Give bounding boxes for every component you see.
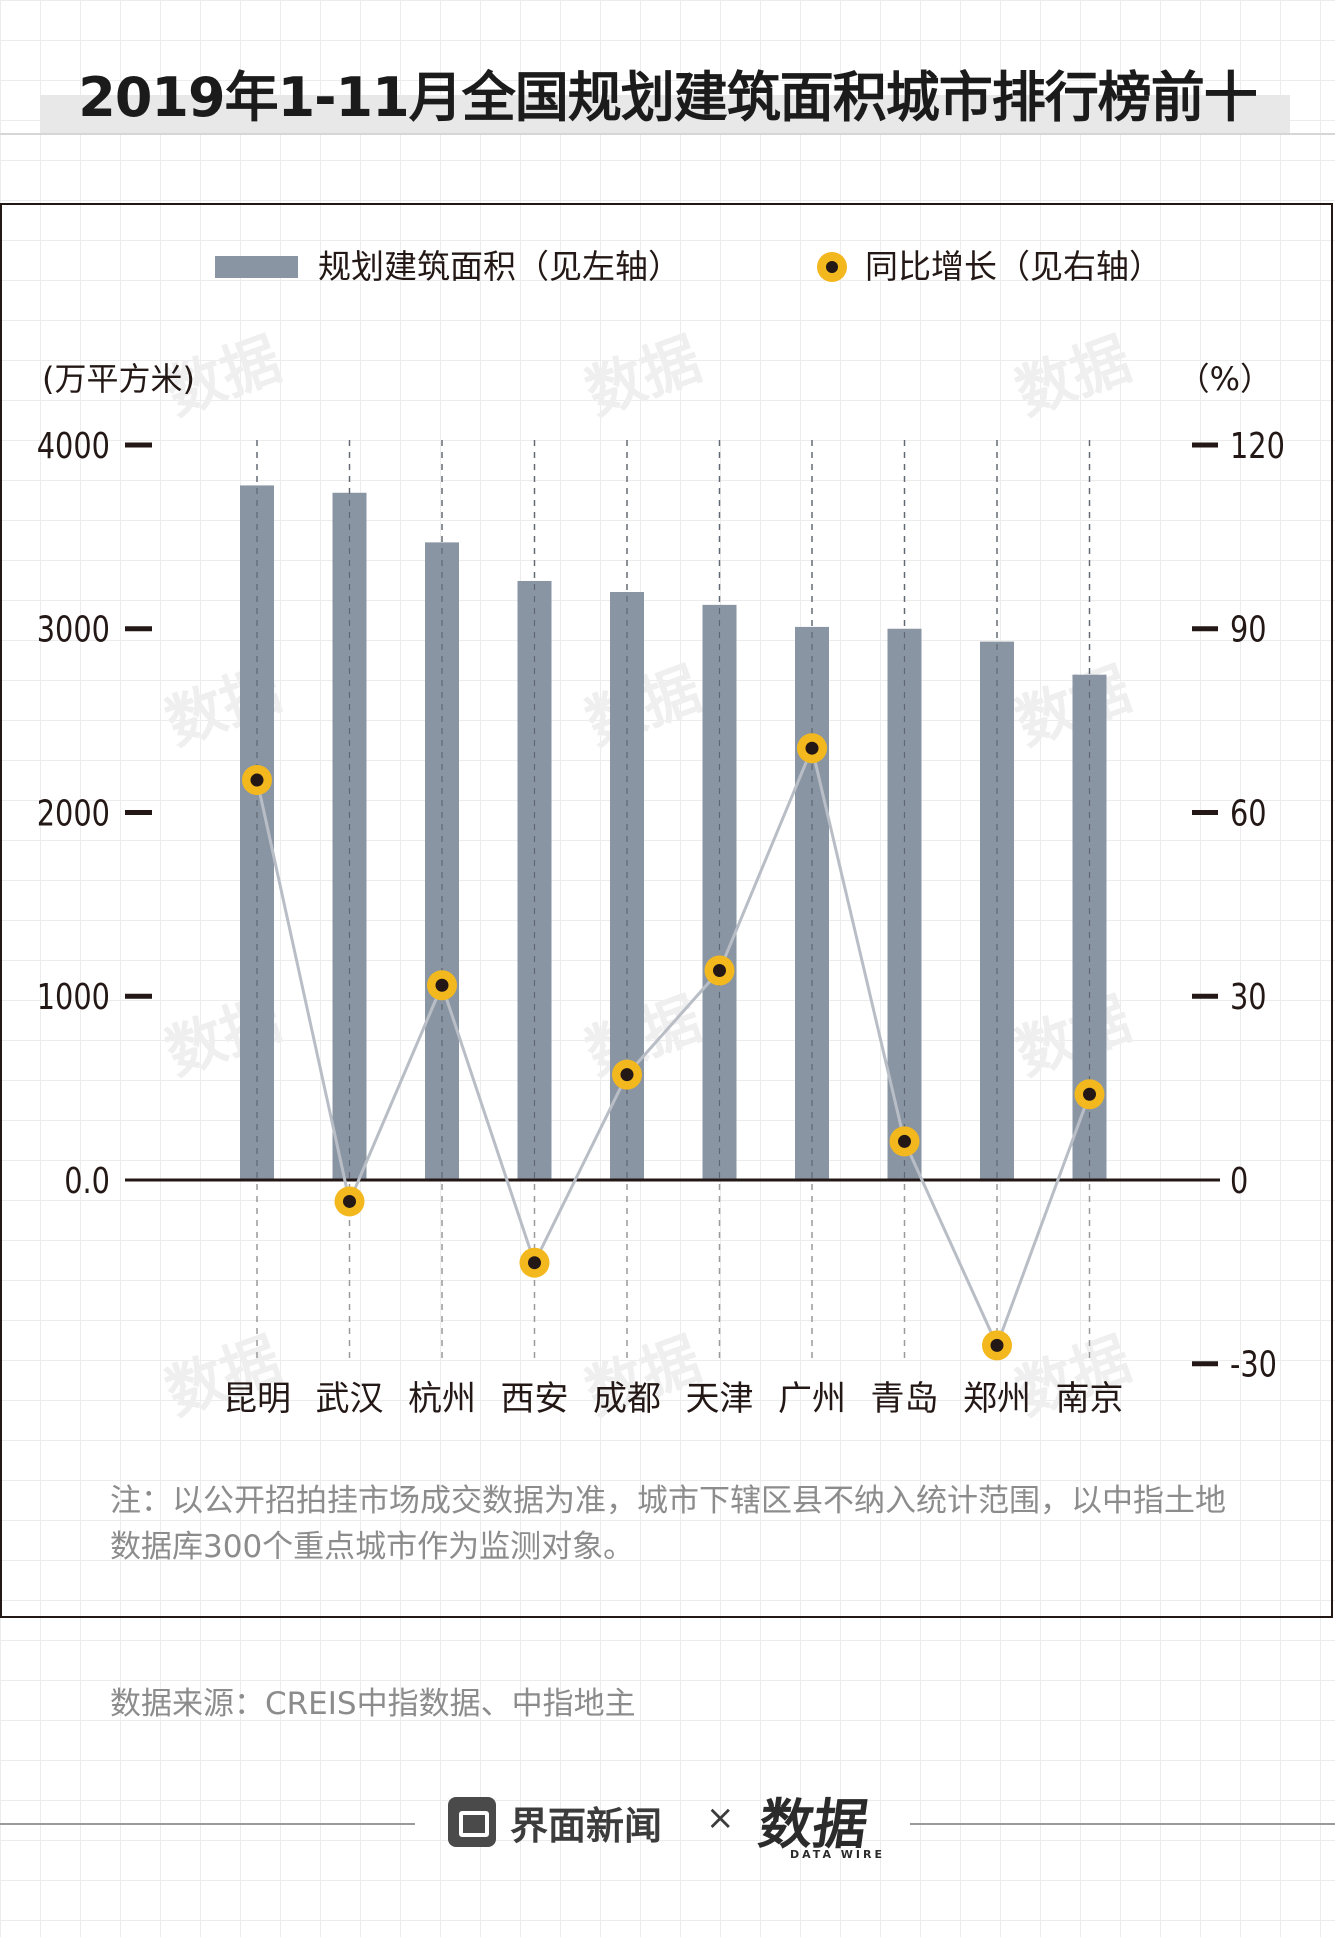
left-axis-tick-label: 3000 [37,609,110,651]
growth-marker-center [1083,1087,1096,1101]
right-axis-unit: （%） [1178,360,1272,398]
legend-line-marker-center [826,261,838,273]
left-axis-tick-label: 1000 [37,976,110,1018]
legend-line-label: 同比增长（见右轴） [865,247,1162,286]
watermark-text: 数据 [577,324,709,428]
growth-marker-center [620,1068,634,1082]
chart-title: 2019年1-11月全国规划建筑面积城市排行榜前十 [78,66,1257,129]
title-underline [0,133,1335,135]
right-axis-tick-label: 90 [1230,609,1267,651]
legend: 规划建筑面积（见左轴） 同比增长（见右轴） [215,247,1162,286]
x-axis-label: 武汉 [316,1379,384,1419]
growth-marker-center [435,978,449,992]
growth-line [255,743,1091,1350]
watermark-text: 数据 [1007,324,1139,428]
data-wire-logo-subtitle: DATA WIRE [790,1848,885,1861]
chart-note: 注：以公开招拍挂市场成交数据为准，城市下辖区县不纳入统计范围，以中指土地数据库3… [110,1483,1226,1565]
left-axis-tick-label: 0.0 [64,1160,110,1202]
footer-line-right [910,1823,1335,1825]
bar-series [240,440,1107,1180]
growth-marker-center [990,1338,1004,1352]
title-highlight-bar [40,95,1290,135]
legend-bar-swatch [215,256,298,278]
right-axis-tick-label: 60 [1230,792,1267,834]
right-axis-tick-label: 0 [1230,1160,1248,1202]
growth-marker-center [250,773,264,787]
chart-frame [0,203,1333,1618]
axes: 4000 3000 2000 1000 0.0 120 90 60 30 0 -30 [37,425,1285,1386]
x-axis-label: 杭州 [408,1379,476,1419]
line-series [242,733,1105,1361]
left-axis-unit: (万平方米) [42,360,195,398]
growth-marker-center [528,1256,541,1270]
brand-logo-icon [448,1797,496,1847]
bar [702,604,737,1180]
growth-marker-center [805,741,819,755]
growth-marker-center [343,1194,356,1208]
x-axis-label: 西安 [501,1379,569,1419]
x-axis-labels: 昆明 武汉 杭州 西安 成都 天津 广州 青岛 郑州 南京 [223,1379,1124,1419]
left-axis-tick-label: 2000 [37,792,110,834]
x-axis-label: 天津 [686,1379,754,1419]
grid-lines [256,440,1091,1360]
x-axis-label: 成都 [593,1379,661,1419]
brand-name: 界面新闻 [510,1804,663,1848]
left-axis-tick-label: 4000 [37,425,110,467]
x-axis-label: 广州 [778,1379,846,1419]
x-axis-label: 昆明 [223,1379,291,1419]
brand-separator: × [706,1798,735,1838]
right-axis-tick-label: 30 [1230,976,1267,1018]
footer-line-left [0,1823,415,1825]
x-axis-label: 青岛 [871,1379,939,1419]
legend-bar-label: 规划建筑面积（见左轴） [318,247,681,286]
x-axis-label: 郑州 [963,1379,1031,1419]
growth-marker-center [898,1134,911,1148]
growth-marker-center [713,964,726,978]
right-axis-tick-label: -30 [1230,1344,1277,1386]
data-source: 数据来源：CREIS中指数据、中指地主 [110,1686,636,1722]
x-axis-label: 南京 [1056,1379,1124,1419]
right-axis-tick-label: 120 [1230,425,1285,467]
